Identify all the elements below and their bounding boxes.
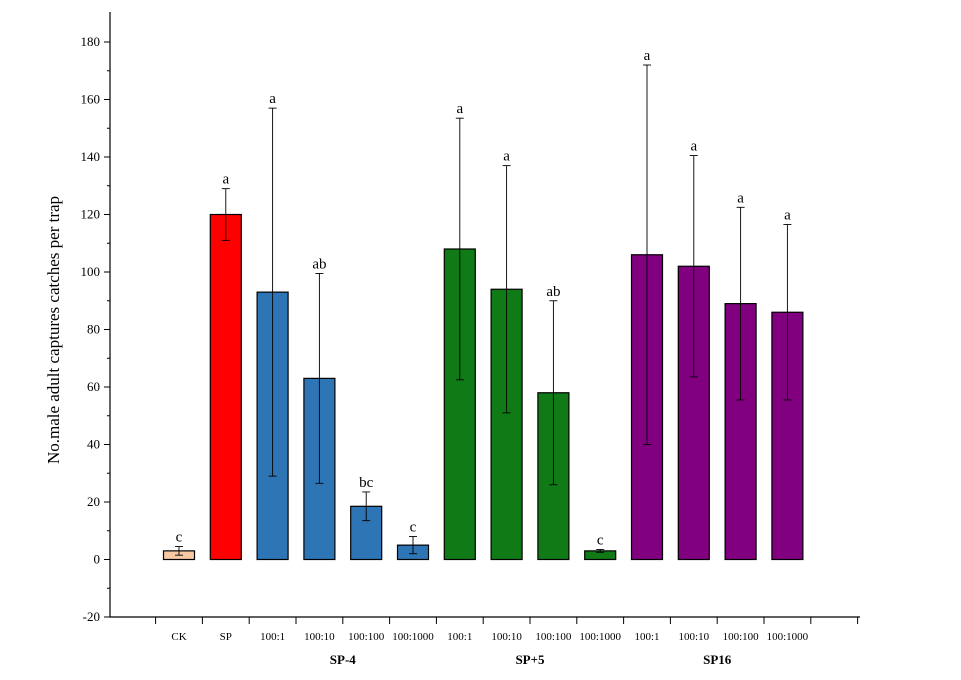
x-tick-label: 100:1	[260, 631, 285, 643]
x-tick-label: SP	[220, 631, 232, 643]
x-tick-label: CK	[171, 631, 186, 643]
x-tick-label: 100:1	[634, 631, 659, 643]
x-tick-label: 100:100	[348, 631, 385, 643]
group-label: SP-4	[330, 652, 357, 667]
significance-letter: bc	[359, 475, 374, 491]
error-bars	[175, 64, 792, 556]
y-axis-title: No.male adult captures catches per trap	[44, 196, 63, 464]
x-axis: CK SP 100:1 100:10 100:100 100:1000 100:1 100:1…	[110, 616, 860, 643]
bar	[443, 248, 476, 561]
bar	[209, 213, 242, 561]
significance-letter: a	[503, 149, 510, 165]
y-tick-label: 20	[87, 494, 100, 509]
x-tick-label: 100:1	[447, 631, 472, 643]
y-tick-label: 160	[81, 92, 101, 107]
x-tick-label: 100:100	[535, 631, 572, 643]
y-tick-label: 0	[94, 552, 101, 567]
significance-letter: ab	[546, 284, 560, 300]
significance-letter: a	[222, 172, 229, 188]
x-tick-label: 100:10	[304, 631, 335, 643]
significance-letter: a	[690, 139, 697, 155]
significance-letter: a	[644, 48, 651, 64]
significance-letters: c a a ab bc c a a ab c a a a a	[176, 48, 791, 548]
group-label: SP16	[703, 652, 732, 667]
significance-letter: ab	[312, 256, 326, 272]
significance-letter: c	[176, 530, 183, 546]
significance-letter: a	[737, 190, 744, 206]
significance-letter: a	[269, 91, 276, 107]
y-tick-label: 40	[87, 437, 100, 452]
group-labels: SP-4 SP+5 SP16	[330, 652, 732, 667]
y-tick-label: 100	[81, 264, 101, 279]
y-tick-label: 120	[81, 207, 101, 222]
significance-letter: a	[456, 101, 463, 117]
x-tick-label: 100:10	[679, 631, 710, 643]
bar	[771, 311, 804, 561]
y-tick-label: 180	[81, 34, 101, 49]
significance-letter: c	[410, 520, 417, 536]
x-tick-label: 100:1000	[767, 631, 809, 643]
x-tick-label: 100:1000	[392, 631, 434, 643]
y-tick-label: 80	[87, 322, 100, 337]
y-tick-label: -20	[83, 609, 100, 624]
x-tick-label: 100:100	[723, 631, 760, 643]
y-axis: -20 0 20 40 60 80 100 120 140 160 180	[81, 12, 111, 624]
significance-letter: c	[597, 532, 604, 548]
y-tick-label: 140	[81, 149, 101, 164]
y-tick-label: 60	[87, 379, 100, 394]
bars	[162, 213, 804, 561]
significance-letter: a	[784, 208, 791, 224]
x-tick-label: 100:1000	[579, 631, 621, 643]
x-tick-label: 100:10	[491, 631, 522, 643]
group-label: SP+5	[515, 652, 545, 667]
